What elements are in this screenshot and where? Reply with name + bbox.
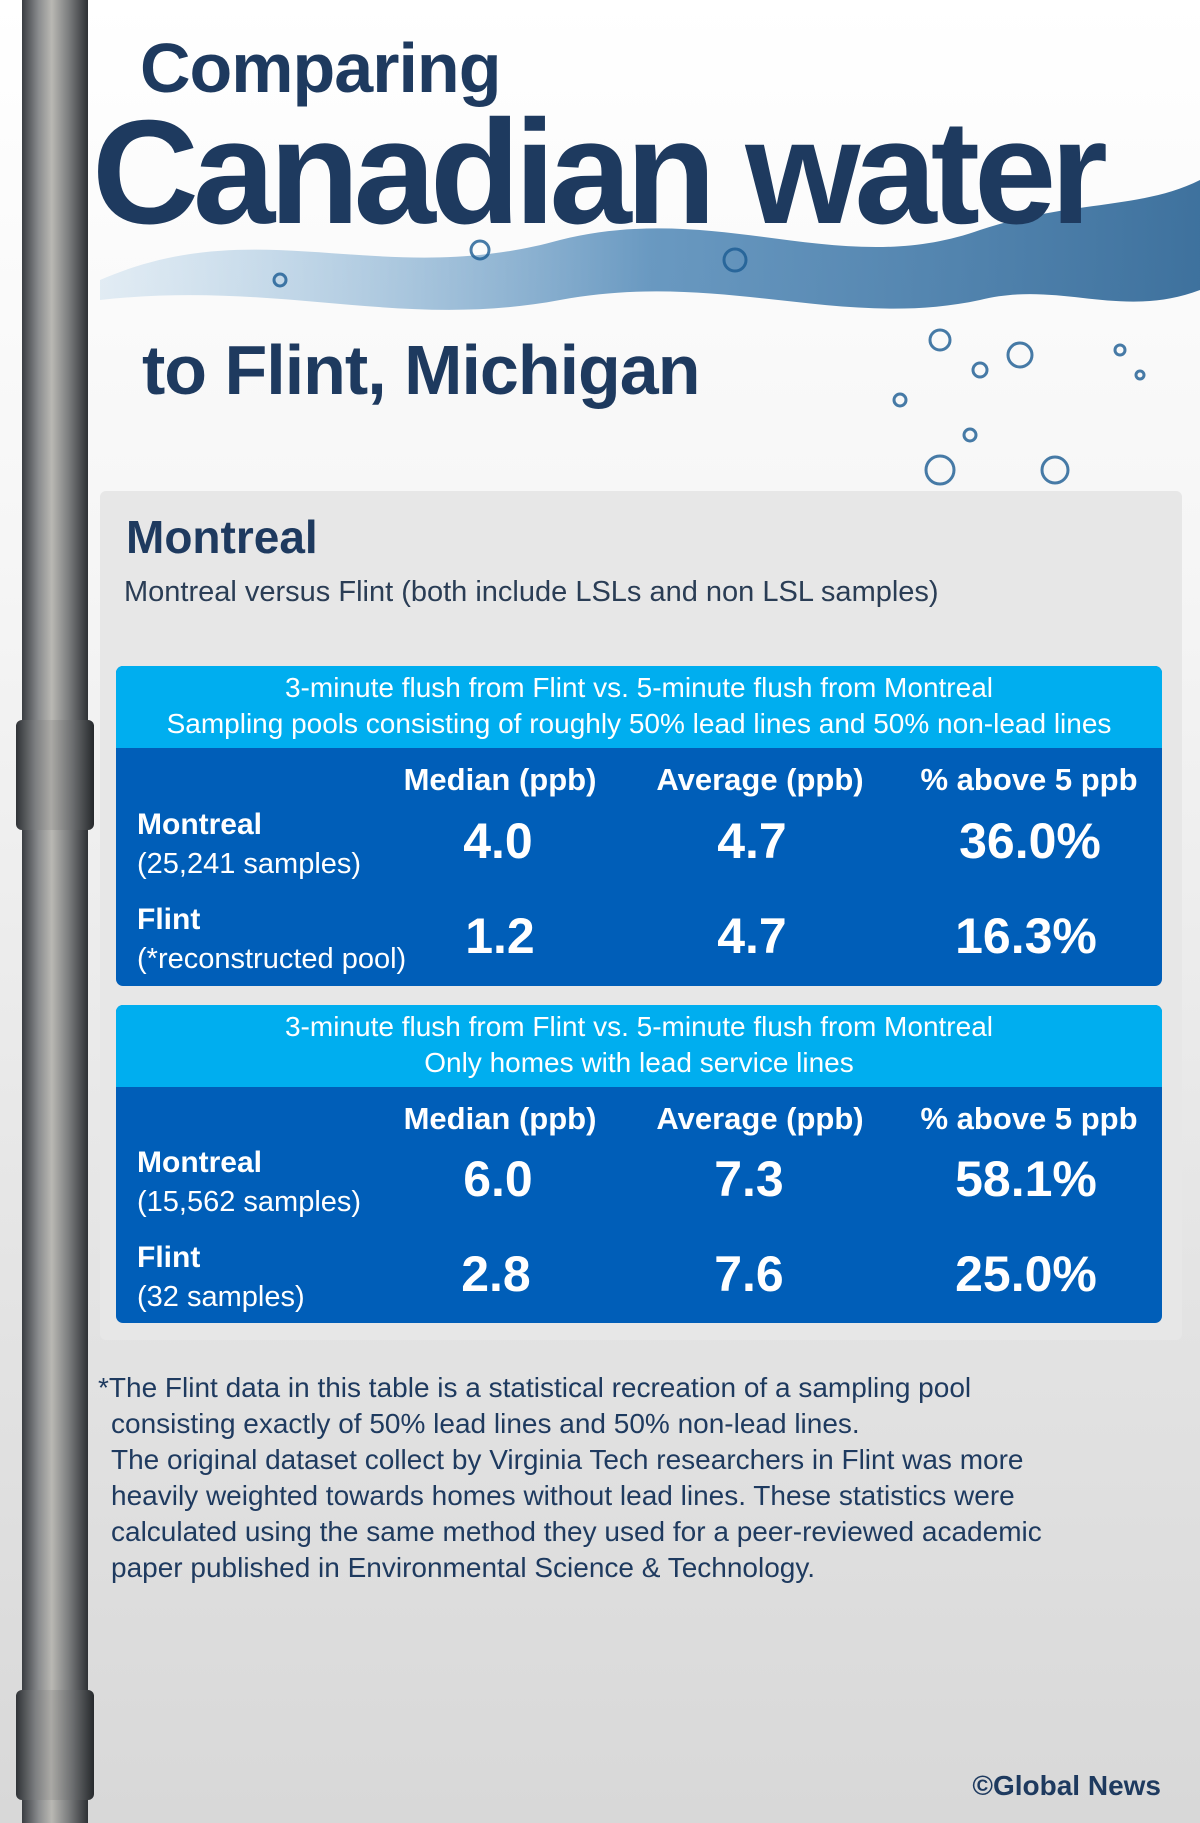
credit: ©Global News xyxy=(972,1770,1161,1801)
column-header-median: Median (ppb) xyxy=(403,762,597,797)
row-label: Montreal xyxy=(137,1146,263,1179)
title-line-2: Canadian water xyxy=(92,90,1108,255)
footnote-line: calculated using the same method they us… xyxy=(111,1516,1042,1547)
cell-average: 7.6 xyxy=(714,1246,784,1302)
footnote-line: The original dataset collect by Virginia… xyxy=(111,1444,1024,1475)
title-line-1: Comparing xyxy=(140,29,501,107)
row-sublabel: (25,241 samples) xyxy=(137,848,362,880)
cell-median: 4.0 xyxy=(463,813,533,869)
column-header-percent: % above 5 ppb xyxy=(920,1101,1138,1136)
cell-median: 2.8 xyxy=(461,1246,531,1302)
row-sublabel: (15,562 samples) xyxy=(137,1186,362,1218)
water-splash-image xyxy=(100,180,1200,486)
table-header-line: 3-minute flush from Flint vs. 5-minute f… xyxy=(284,672,993,703)
table-header-line: Only homes with lead service lines xyxy=(424,1047,854,1078)
title-line-3: to Flint, Michigan xyxy=(142,331,700,409)
comparison-table-mixed-pool: 3-minute flush from Flint vs. 5-minute f… xyxy=(116,666,1162,986)
cell-average: 4.7 xyxy=(717,908,787,964)
table-header-line: Sampling pools consisting of roughly 50%… xyxy=(166,708,1112,739)
column-header-average: Average (ppb) xyxy=(656,1101,864,1136)
footnote-line: paper published in Environmental Science… xyxy=(111,1552,816,1583)
column-header-percent: % above 5 ppb xyxy=(920,762,1138,797)
row-label: Montreal xyxy=(137,808,263,841)
section-heading: Montreal xyxy=(126,511,318,563)
table-header: 3-minute flush from Flint vs. 5-minute f… xyxy=(116,666,1162,748)
pipe-joint xyxy=(16,1690,94,1800)
row-sublabel: (*reconstructed pool) xyxy=(137,943,407,975)
pipe-joint xyxy=(16,720,94,830)
cell-median: 1.2 xyxy=(465,908,535,964)
cell-average: 7.3 xyxy=(714,1151,784,1207)
cell-average: 4.7 xyxy=(717,813,787,869)
column-header-average: Average (ppb) xyxy=(656,762,864,797)
table-header-line: 3-minute flush from Flint vs. 5-minute f… xyxy=(284,1011,993,1042)
row-label: Flint xyxy=(137,1241,201,1274)
cell-median: 6.0 xyxy=(463,1151,533,1207)
section-subtitle: Montreal versus Flint (both include LSLs… xyxy=(124,576,939,608)
row-label: Flint xyxy=(137,903,201,936)
cell-percent: 16.3% xyxy=(955,908,1097,964)
cell-percent: 36.0% xyxy=(959,813,1101,869)
cell-percent: 25.0% xyxy=(955,1246,1097,1302)
cell-percent: 58.1% xyxy=(955,1151,1097,1207)
comparison-table-lead-lines: 3-minute flush from Flint vs. 5-minute f… xyxy=(116,1005,1162,1323)
table-header: 3-minute flush from Flint vs. 5-minute f… xyxy=(116,1005,1162,1087)
lead-pipe-image xyxy=(16,0,94,1823)
row-sublabel: (32 samples) xyxy=(137,1281,305,1313)
footnote-line: heavily weighted towards homes without l… xyxy=(111,1480,1015,1511)
footnote: *The Flint data in this table is a stati… xyxy=(98,1370,1042,1586)
column-header-median: Median (ppb) xyxy=(403,1101,597,1136)
footnote-line: *The Flint data in this table is a stati… xyxy=(98,1372,972,1403)
footnote-line: consisting exactly of 50% lead lines and… xyxy=(111,1408,860,1439)
